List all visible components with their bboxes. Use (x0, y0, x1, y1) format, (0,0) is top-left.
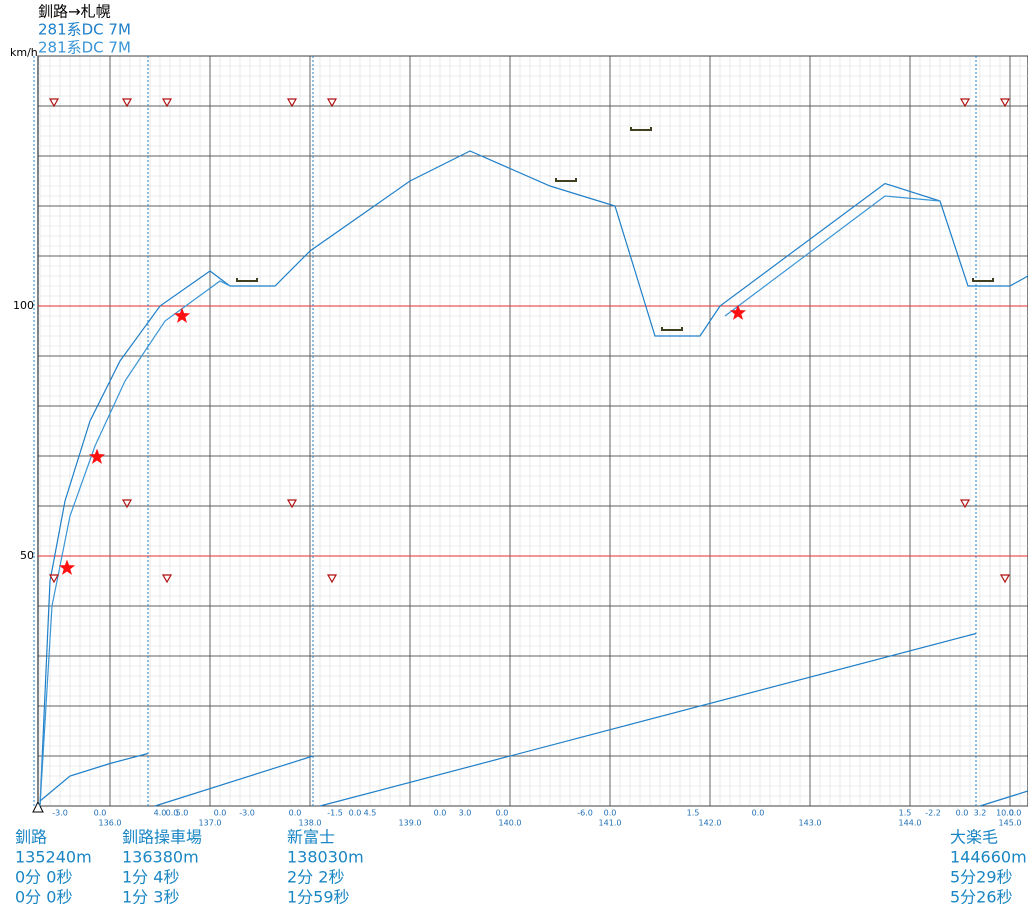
speed-limit (972, 278, 994, 282)
x-tick-label: 137.0 (199, 819, 222, 828)
plot-area (37, 55, 1028, 807)
star-marker (173, 307, 191, 323)
gradient-label: 0.0 (214, 809, 227, 818)
x-tick-label: 139.0 (399, 819, 422, 828)
x-tick-label: 140.0 (499, 819, 522, 828)
legend-entry: 281系DC 7M (38, 21, 131, 39)
signal-marker (161, 574, 173, 584)
speed-limit (661, 327, 683, 331)
gradient-label: 4.5 (364, 809, 377, 818)
station-name: 新富士 (287, 828, 335, 847)
station-time1: 0分 0秒 (15, 868, 72, 887)
x-tick-label: 138.0 (299, 819, 322, 828)
star-marker (88, 448, 106, 464)
station-time1: 1分 4秒 (122, 868, 179, 887)
signal-marker (48, 574, 60, 584)
gradient-label: 3.0 (459, 809, 472, 818)
gradient-label: 0.0 (752, 809, 765, 818)
station-name: 大楽毛 (950, 828, 998, 847)
station-distance: 138030m (287, 848, 364, 867)
signal-marker (326, 574, 338, 584)
x-tick-label: 145.0 (999, 819, 1022, 828)
signal-marker (326, 98, 338, 108)
station-name: 釧路 (15, 828, 47, 847)
station-time2: 1分 3秒 (122, 888, 179, 907)
speed-limit (555, 178, 577, 182)
station-time1: 2分 2秒 (287, 868, 344, 887)
gradient-label: 1.5 (899, 809, 912, 818)
x-tick-label: 144.0 (899, 819, 922, 828)
station-time2: 0分 0秒 (15, 888, 72, 907)
speed-limit (630, 127, 652, 131)
station-time2: 5分26秒 (950, 888, 1013, 907)
star-marker (729, 304, 747, 320)
speed-curve (39, 150, 1028, 807)
gradient-label: 0.0 (166, 809, 179, 818)
gradient-label: -2.2 (925, 809, 941, 818)
gradient-label: 1.5 (687, 809, 700, 818)
x-tick-label: 142.0 (699, 819, 722, 828)
signal-marker (286, 98, 298, 108)
signal-marker (959, 98, 971, 108)
station-distance: 144660m (950, 848, 1027, 867)
signal-marker (121, 98, 133, 108)
gradient-label: 4.0 (154, 809, 167, 818)
x-tick-label: 141.0 (599, 819, 622, 828)
y-tick-label: 100 (13, 299, 34, 312)
gradient-label: 0.0 (1009, 809, 1022, 818)
chart-title: 釧路→札幌 (38, 3, 111, 21)
station-time1: 5分29秒 (950, 868, 1013, 887)
signal-marker (121, 499, 133, 509)
signal-marker (161, 98, 173, 108)
station-name: 釧路操車場 (122, 828, 202, 847)
speed-curve (39, 632, 1028, 807)
signal-marker (959, 499, 971, 509)
gradient-label: -6.0 (577, 809, 593, 818)
gradient-label: -3.0 (239, 809, 255, 818)
signal-marker (286, 499, 298, 509)
gradient-label: 5.0 (176, 809, 189, 818)
y-tick-label: 50 (20, 549, 34, 562)
signal-marker (999, 98, 1011, 108)
speed-limit (236, 278, 258, 282)
gradient-label: 0.0 (604, 809, 617, 818)
x-tick-label: 143.0 (799, 819, 822, 828)
signal-marker (999, 574, 1011, 584)
station-distance: 136380m (122, 848, 199, 867)
gradient-label: 0.0 (496, 809, 509, 818)
origin-marker (32, 800, 44, 813)
gradient-label: 3.2 (974, 809, 987, 818)
station-time2: 1分59秒 (287, 888, 350, 907)
x-tick-label: 136.0 (99, 819, 122, 828)
signal-marker (48, 98, 60, 108)
gradient-label: -1.5 (327, 809, 343, 818)
speed-curve (39, 195, 941, 807)
gradient-label: 0.0 (956, 809, 969, 818)
gradient-label: -3.0 (52, 809, 68, 818)
gradient-label: 0.0 (289, 809, 302, 818)
gradient-label: 10.0 (996, 809, 1014, 818)
gradient-label: 0.0 (434, 809, 447, 818)
station-distance: 135240m (15, 848, 92, 867)
legend-entry: 281系DC 7M (38, 39, 131, 57)
gradient-label: 0.0 (349, 809, 362, 818)
gradient-label: 0.0 (94, 809, 107, 818)
y-axis-label: km/h (10, 46, 38, 59)
star-marker (58, 559, 76, 575)
